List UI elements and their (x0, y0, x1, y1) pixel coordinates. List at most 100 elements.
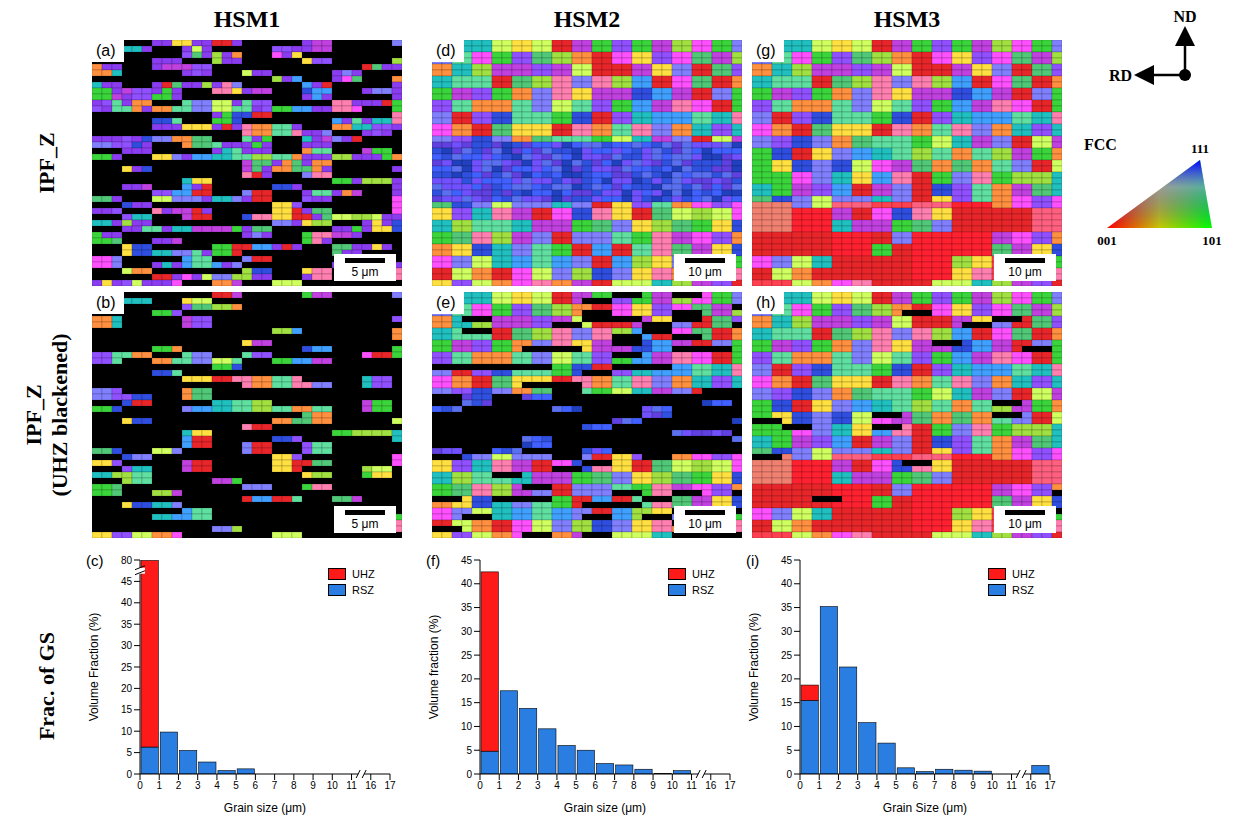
svg-text:5 μm: 5 μm (352, 517, 379, 531)
svg-text:RD: RD (1109, 67, 1132, 84)
svg-text:2: 2 (836, 780, 842, 791)
svg-text:0: 0 (466, 769, 472, 780)
svg-text:7: 7 (612, 780, 618, 791)
svg-text:25: 25 (121, 662, 133, 673)
svg-text:45: 45 (781, 555, 793, 566)
svg-text:(b): (b) (96, 294, 116, 311)
svg-text:4: 4 (554, 780, 560, 791)
svg-text:4: 4 (214, 780, 220, 791)
svg-text:11: 11 (1006, 780, 1017, 791)
svg-text:001: 001 (1097, 233, 1117, 248)
svg-text:(UHZ blackened): (UHZ blackened) (47, 333, 72, 496)
svg-text:5 μm: 5 μm (352, 265, 379, 279)
svg-text:IPF_Z: IPF_Z (21, 384, 46, 445)
svg-text:5: 5 (466, 745, 472, 756)
svg-text:4: 4 (874, 780, 880, 791)
svg-text:10: 10 (461, 721, 473, 732)
svg-text:IPF_Z: IPF_Z (34, 132, 59, 193)
svg-text:17: 17 (384, 780, 396, 791)
svg-text:11: 11 (346, 780, 357, 791)
svg-text:35: 35 (781, 602, 793, 613)
svg-text:9: 9 (650, 780, 656, 791)
svg-text:101: 101 (1202, 233, 1222, 248)
svg-text:(e): (e) (436, 294, 456, 311)
svg-text:20: 20 (121, 683, 133, 694)
svg-text:35: 35 (461, 602, 473, 613)
svg-text:8: 8 (631, 780, 637, 791)
svg-text:7: 7 (932, 780, 938, 791)
svg-text:15: 15 (461, 697, 473, 708)
svg-text:9: 9 (310, 780, 316, 791)
svg-text:45: 45 (121, 576, 133, 587)
svg-text:10 μm: 10 μm (688, 517, 722, 531)
svg-text:5: 5 (893, 780, 899, 791)
svg-text:25: 25 (781, 650, 793, 661)
svg-text:10 μm: 10 μm (1008, 265, 1042, 279)
svg-text:5: 5 (126, 747, 132, 758)
svg-text:5: 5 (786, 745, 792, 756)
svg-text:16: 16 (1025, 780, 1037, 791)
svg-text:Grain size (μm): Grain size (μm) (224, 801, 306, 815)
svg-text:5: 5 (573, 780, 579, 791)
svg-text:10: 10 (987, 780, 999, 791)
svg-text:10: 10 (781, 721, 793, 732)
svg-text:Grain Size (μm): Grain Size (μm) (883, 801, 967, 815)
svg-text:6: 6 (253, 780, 259, 791)
svg-text:Grain size (μm): Grain size (μm) (564, 801, 646, 815)
svg-text:2: 2 (176, 780, 182, 791)
svg-text:15: 15 (121, 704, 133, 715)
svg-text:17: 17 (724, 780, 736, 791)
svg-text:9: 9 (970, 780, 976, 791)
svg-text:10: 10 (327, 780, 339, 791)
svg-text:30: 30 (461, 626, 473, 637)
svg-text:Volume Fraction (%): Volume Fraction (%) (747, 613, 761, 722)
svg-text:Frac. of GS: Frac. of GS (34, 632, 59, 740)
svg-text:10 μm: 10 μm (688, 265, 722, 279)
svg-text:2: 2 (516, 780, 522, 791)
svg-text:10 μm: 10 μm (1008, 517, 1042, 531)
svg-text:30: 30 (121, 640, 133, 651)
svg-text:0: 0 (786, 769, 792, 780)
svg-text:7: 7 (272, 780, 278, 791)
svg-text:(g): (g) (756, 42, 776, 59)
svg-text:40: 40 (461, 578, 473, 589)
svg-text:Volume Fraction (%): Volume Fraction (%) (87, 613, 101, 722)
svg-text:(a): (a) (96, 42, 116, 59)
svg-text:10: 10 (667, 780, 679, 791)
svg-text:1: 1 (156, 780, 162, 791)
svg-text:10: 10 (121, 726, 133, 737)
svg-text:16: 16 (705, 780, 717, 791)
svg-text:3: 3 (855, 780, 861, 791)
svg-text:6: 6 (913, 780, 919, 791)
svg-text:8: 8 (951, 780, 957, 791)
svg-text:45: 45 (461, 555, 473, 566)
svg-text:25: 25 (461, 650, 473, 661)
svg-text:0: 0 (126, 769, 132, 780)
svg-text:Volume fraction (%): Volume fraction (%) (427, 615, 441, 720)
svg-text:5: 5 (233, 780, 239, 791)
svg-text:ND: ND (1173, 8, 1196, 25)
svg-text:20: 20 (781, 673, 793, 684)
svg-text:0: 0 (477, 780, 483, 791)
svg-text:80: 80 (121, 555, 133, 566)
svg-text:0: 0 (797, 780, 803, 791)
svg-text:40: 40 (121, 597, 133, 608)
svg-text:35: 35 (121, 619, 133, 630)
svg-text:3: 3 (195, 780, 201, 791)
svg-text:40: 40 (781, 578, 793, 589)
svg-text:15: 15 (781, 697, 793, 708)
svg-text:1: 1 (496, 780, 502, 791)
svg-text:6: 6 (593, 780, 599, 791)
svg-text:8: 8 (291, 780, 297, 791)
svg-text:20: 20 (461, 673, 473, 684)
svg-text:FCC: FCC (1084, 136, 1117, 153)
svg-text:111: 111 (1191, 141, 1209, 156)
svg-text:17: 17 (1044, 780, 1056, 791)
svg-text:(h): (h) (756, 294, 776, 311)
svg-text:0: 0 (137, 780, 143, 791)
svg-text:30: 30 (781, 626, 793, 637)
svg-text:1: 1 (816, 780, 822, 791)
svg-text:3: 3 (535, 780, 541, 791)
svg-text:16: 16 (365, 780, 377, 791)
svg-text:11: 11 (686, 780, 697, 791)
